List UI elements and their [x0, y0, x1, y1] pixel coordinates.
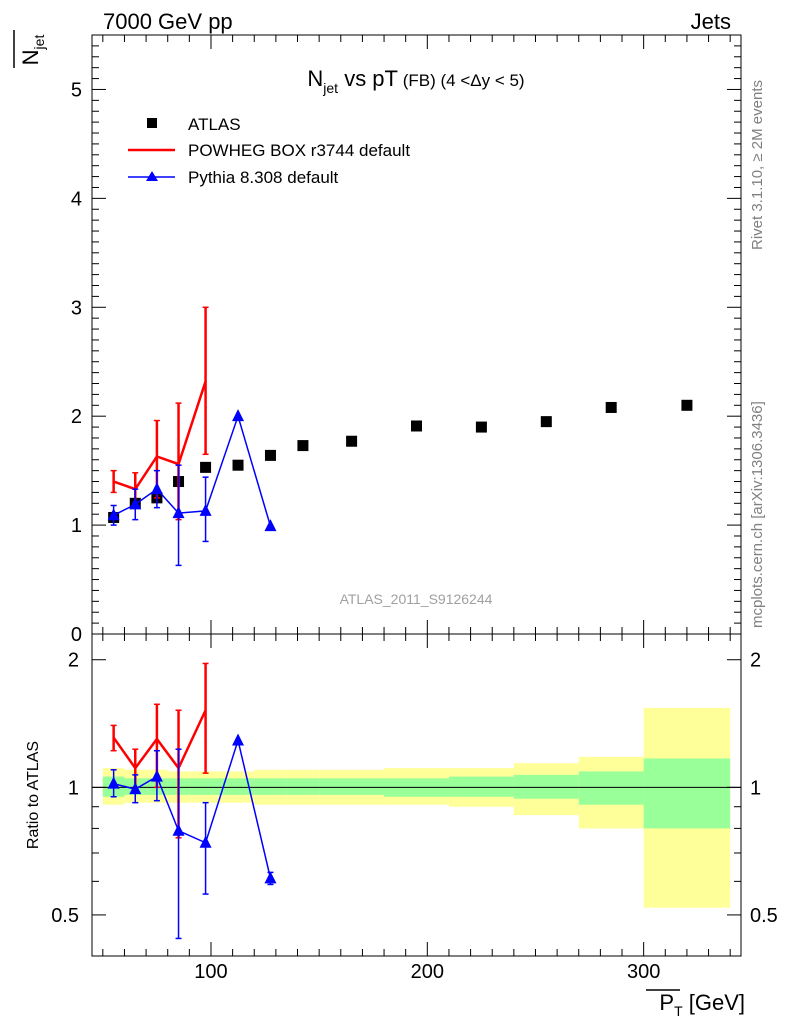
rivet-version-label: Rivet 3.1.10, ≥ 2M events [749, 80, 766, 250]
atlas-point [605, 401, 617, 413]
pythia-point [107, 508, 120, 521]
main-marks [107, 306, 693, 567]
ratio-band-inner [286, 778, 320, 795]
x-axis-label-sub: T [674, 1003, 683, 1019]
atlas-point [540, 416, 552, 428]
legend-atlas-marker [147, 118, 157, 128]
header-left: 7000 GeV pp [103, 9, 233, 34]
plot-title-small: (FB) (4 <Δy < 5) [398, 71, 525, 90]
plot-title-main: N [307, 66, 323, 91]
ratio-marks [107, 662, 277, 940]
ratio-band-inner [448, 776, 514, 797]
ratio-band-inner [254, 778, 287, 795]
pythia-ratio-point [150, 769, 163, 782]
atlas-point [200, 461, 212, 473]
y-tick-label-main: 5 [71, 79, 82, 101]
atlas-point [411, 420, 422, 432]
pythia-point [129, 497, 142, 510]
y-tick-label-main: 0 [71, 624, 82, 646]
ratio-band-inner [643, 758, 731, 829]
atlas-point [681, 399, 693, 411]
mcplots-label: mcplots.cern.ch [arXiv:1306.3436] [749, 401, 766, 628]
pythia-ratio-line [113, 737, 272, 879]
y-tick-label-ratio-left: 2 [68, 650, 79, 672]
ratio-band-inner [221, 778, 255, 795]
pythia-point [232, 409, 245, 422]
svg-text:PT [GeV]: PT [GeV] [659, 990, 745, 1019]
y-axis-label-main: Njet [13, 30, 47, 68]
legend-atlas-label: ATLAS [188, 115, 241, 134]
pythia-point [199, 503, 212, 516]
ratio-panel [92, 707, 741, 908]
atlas-point [346, 435, 358, 447]
y-tick-label-ratio-right: 2 [750, 650, 761, 672]
pythia-point [172, 506, 185, 519]
y-tick-label-ratio-right: 1 [750, 777, 761, 799]
pythia-ratio-point [107, 776, 120, 789]
y-tick-label-main: 2 [71, 406, 82, 428]
pythia-ratio-point [172, 823, 185, 836]
plot-title-sub: jet [322, 80, 338, 96]
y-axis-label-main-base: N [18, 49, 43, 65]
ratio-band-inner [319, 778, 385, 795]
powheg-line [113, 380, 207, 491]
atlas-point [297, 440, 309, 452]
pythia-point [264, 519, 277, 532]
ratio-band-inner [513, 774, 579, 799]
ratio-band-inner [578, 771, 644, 805]
ratio-band-inner [189, 778, 222, 795]
header-right: Jets [691, 9, 731, 34]
legend-powheg-label: POWHEG BOX r3744 default [188, 141, 410, 160]
legend-pythia-marker [146, 171, 158, 181]
y-axis-label-main-sub: jet [31, 35, 47, 51]
powheg-ratio-line [112, 709, 207, 771]
y-tick-label-ratio-left: 1 [68, 777, 79, 799]
pythia-point [150, 482, 163, 495]
x-tick-label: 300 [627, 961, 660, 983]
y-tick-label-main: 3 [71, 297, 82, 319]
axes: 100 200 300 0 1 2 3 4 5 0.5 0.5 1 1 2 2 [51, 34, 778, 983]
atlas-point [232, 459, 244, 471]
pythia-ratio-point [199, 835, 212, 848]
y-tick-label-ratio-right: 0.5 [750, 905, 778, 927]
analysis-watermark: ATLAS_2011_S9126244 [340, 591, 493, 607]
x-tick-label: 200 [411, 961, 444, 983]
plot-title-rest: vs pT [338, 66, 398, 91]
y-tick-label-ratio-left: 0.5 [51, 905, 79, 927]
ratio-frame [91, 633, 742, 957]
atlas-point [264, 449, 276, 461]
plot-title: Njet vs pT (FB) (4 <Δy < 5) [307, 66, 524, 96]
x-axis-label: PT [GeV] [646, 989, 745, 1019]
legend: ATLAS POWHEG BOX r3744 default Pythia 8.… [128, 115, 410, 187]
atlas-point [475, 421, 487, 433]
legend-pythia-label: Pythia 8.308 default [188, 168, 339, 187]
x-axis-label-base: P [659, 990, 674, 1015]
pythia-ratio-point [264, 871, 277, 884]
y-axis-label-ratio: Ratio to ATLAS [25, 741, 42, 849]
pythia-ratio-point [129, 782, 142, 795]
pythia-line [113, 413, 272, 527]
svg-text:Njet: Njet [18, 35, 47, 66]
y-tick-label-main: 1 [71, 515, 82, 537]
x-axis-label-unit: [GeV] [683, 990, 745, 1015]
y-tick-label-main: 4 [71, 188, 82, 210]
x-tick-label: 100 [194, 961, 227, 983]
pythia-ratio-point [232, 733, 245, 746]
